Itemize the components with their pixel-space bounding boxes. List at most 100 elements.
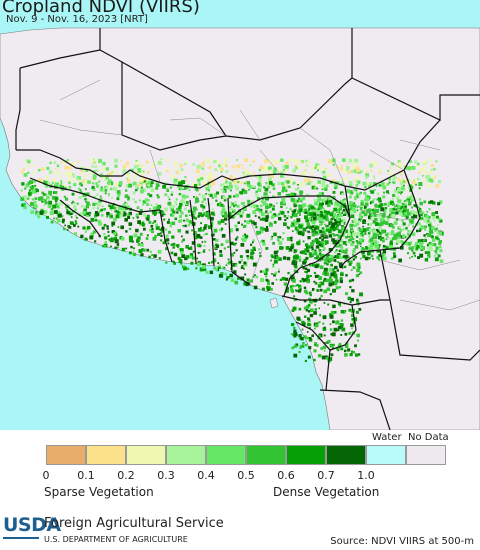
ndvi-pixel xyxy=(235,186,240,191)
ndvi-pixel xyxy=(108,204,111,207)
ndvi-pixel xyxy=(291,333,295,337)
ndvi-pixel xyxy=(395,233,400,237)
ndvi-pixel xyxy=(345,274,348,277)
ndvi-pixel xyxy=(322,272,325,275)
ndvi-pixel xyxy=(355,310,359,314)
ndvi-pixel xyxy=(142,188,147,193)
legend-tick-label: 0.3 xyxy=(157,469,175,482)
ndvi-pixel xyxy=(351,278,355,282)
ndvi-pixel xyxy=(333,207,337,212)
ndvi-pixel xyxy=(286,237,291,241)
ndvi-pixel xyxy=(324,188,327,191)
ndvi-pixel xyxy=(270,169,273,172)
ndvi-pixel xyxy=(401,174,403,177)
ndvi-pixel xyxy=(423,239,425,242)
ndvi-pixel xyxy=(169,224,173,228)
ndvi-pixel xyxy=(436,215,439,219)
ndvi-pixel xyxy=(132,181,137,186)
ndvi-pixel xyxy=(43,193,46,196)
ndvi-pixel xyxy=(282,232,285,235)
ndvi-pixel xyxy=(135,228,139,233)
ndvi-pixel xyxy=(268,222,273,227)
ndvi-pixel xyxy=(149,184,153,188)
ndvi-pixel xyxy=(181,180,186,184)
ndvi-pixel xyxy=(219,253,223,257)
ndvi-pixel xyxy=(328,158,331,162)
ndvi-pixel xyxy=(350,169,354,173)
ndvi-pixel xyxy=(92,202,96,206)
ndvi-pixel xyxy=(177,183,181,187)
ndvi-pixel xyxy=(219,164,222,167)
ndvi-pixel xyxy=(418,209,422,213)
ndvi-pixel xyxy=(222,190,226,193)
ndvi-pixel xyxy=(282,186,286,190)
ndvi-pixel xyxy=(307,236,311,240)
ndvi-pixel xyxy=(376,249,380,253)
ndvi-pixel xyxy=(424,251,428,254)
ndvi-pixel xyxy=(314,238,319,243)
ndvi-pixel xyxy=(116,210,120,214)
ndvi-pixel xyxy=(60,161,63,164)
ndvi-pixel xyxy=(368,234,371,237)
ndvi-pixel xyxy=(297,182,301,186)
ndvi-pixel xyxy=(271,273,273,275)
ndvi-pixel xyxy=(63,227,66,231)
ndvi-pixel xyxy=(296,316,300,320)
ndvi-pixel xyxy=(339,305,342,307)
ndvi-pixel xyxy=(57,195,59,198)
ndvi-pixel xyxy=(325,272,330,277)
ndvi-pixel xyxy=(291,222,295,226)
ndvi-pixel xyxy=(224,223,227,225)
ndvi-pixel xyxy=(125,189,128,192)
ndvi-pixel xyxy=(340,200,344,204)
ndvi-pixel xyxy=(246,174,249,177)
ndvi-pixel xyxy=(361,237,365,241)
ndvi-pixel xyxy=(175,203,178,206)
ndvi-pixel xyxy=(102,162,106,166)
ndvi-pixel xyxy=(345,342,349,345)
ndvi-pixel xyxy=(254,215,257,217)
ndvi-pixel xyxy=(338,302,341,306)
ndvi-pixel xyxy=(209,194,213,197)
ndvi-pixel xyxy=(139,232,143,236)
ndvi-pixel xyxy=(76,160,79,163)
ndvi-pixel xyxy=(389,237,392,241)
ndvi-pixel xyxy=(330,353,334,357)
ndvi-pixel xyxy=(370,190,374,194)
ndvi-pixel xyxy=(128,235,133,240)
ndvi-pixel xyxy=(421,167,426,172)
ndvi-pixel xyxy=(356,333,360,338)
ndvi-pixel xyxy=(135,159,138,162)
ndvi-pixel xyxy=(58,181,61,184)
ndvi-pixel xyxy=(434,249,438,253)
ndvi-pixel xyxy=(193,212,196,214)
ndvi-pixel xyxy=(206,158,210,163)
ndvi-pixel xyxy=(73,224,76,227)
ndvi-pixel xyxy=(176,211,179,214)
ndvi-pixel xyxy=(55,217,58,220)
ndvi-pixel xyxy=(349,286,352,289)
ndvi-pixel xyxy=(94,219,98,222)
ndvi-pixel xyxy=(197,227,202,232)
ndvi-pixel xyxy=(314,249,317,252)
ndvi-pixel xyxy=(326,225,329,228)
ndvi-pixel xyxy=(240,164,243,167)
ndvi-pixel xyxy=(336,255,340,259)
ndvi-pixel xyxy=(281,276,286,281)
ndvi-pixel xyxy=(104,192,107,195)
ndvi-pixel xyxy=(307,318,311,322)
ndvi-pixel xyxy=(262,202,267,206)
ndvi-pixel xyxy=(92,182,95,185)
ndvi-pixel xyxy=(310,172,313,175)
ndvi-pixel xyxy=(307,178,311,183)
ndvi-pixel xyxy=(306,246,309,249)
ndvi-pixel xyxy=(325,290,328,293)
ndvi-pixel xyxy=(124,201,127,204)
ndvi-pixel xyxy=(308,252,312,256)
ndvi-pixel xyxy=(78,187,81,190)
ndvi-pixel xyxy=(38,196,42,201)
ndvi-pixel xyxy=(327,339,331,343)
ndvi-pixel xyxy=(314,210,317,213)
ndvi-pixel xyxy=(260,240,263,243)
ndvi-pixel xyxy=(338,208,341,211)
